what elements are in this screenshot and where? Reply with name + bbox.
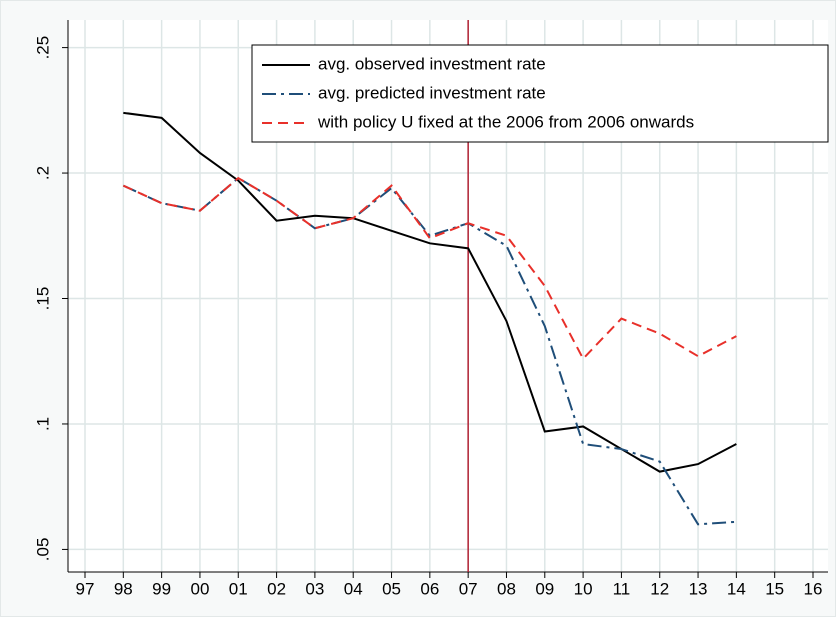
x-tick-label: 15 (765, 579, 784, 598)
data-line (122, 176, 737, 361)
legend-label: avg. observed investment rate (318, 54, 546, 73)
y-tick-label: .25 (33, 36, 52, 60)
y-tick-label: .1 (33, 417, 52, 431)
legend-label: avg. predicted investment rate (318, 83, 546, 102)
data-line (123, 111, 737, 473)
x-tick-label: 01 (229, 579, 248, 598)
y-tick-label: .2 (33, 166, 52, 180)
x-tick-label: 13 (689, 579, 708, 598)
x-tick-label: 16 (804, 579, 823, 598)
legend-label: with policy U fixed at the 2006 from 200… (317, 112, 694, 131)
x-tick-label: 05 (382, 579, 401, 598)
x-tick-label: 97 (76, 579, 95, 598)
x-tick-label: 98 (114, 579, 133, 598)
x-tick-label: 14 (727, 579, 746, 598)
x-tick-label: 99 (152, 579, 171, 598)
x-tick-label: 12 (650, 579, 669, 598)
x-tick-label: 02 (267, 579, 286, 598)
x-tick-label: 10 (574, 579, 593, 598)
x-tick-label: 06 (420, 579, 439, 598)
x-tick-label: 11 (613, 579, 631, 598)
x-tick-label: 00 (190, 579, 209, 598)
x-tick-label: 04 (344, 579, 363, 598)
legend-box (251, 44, 829, 143)
x-tick-label: 07 (459, 579, 478, 598)
x-tick-label: 09 (535, 579, 554, 598)
legend: avg. observed investment rate avg. predic… (251, 44, 829, 143)
x-tick-label: 08 (497, 579, 516, 598)
y-tick-label: .05 (33, 538, 52, 562)
x-tick-label: 03 (305, 579, 324, 598)
y-tick-label: .15 (33, 287, 52, 311)
